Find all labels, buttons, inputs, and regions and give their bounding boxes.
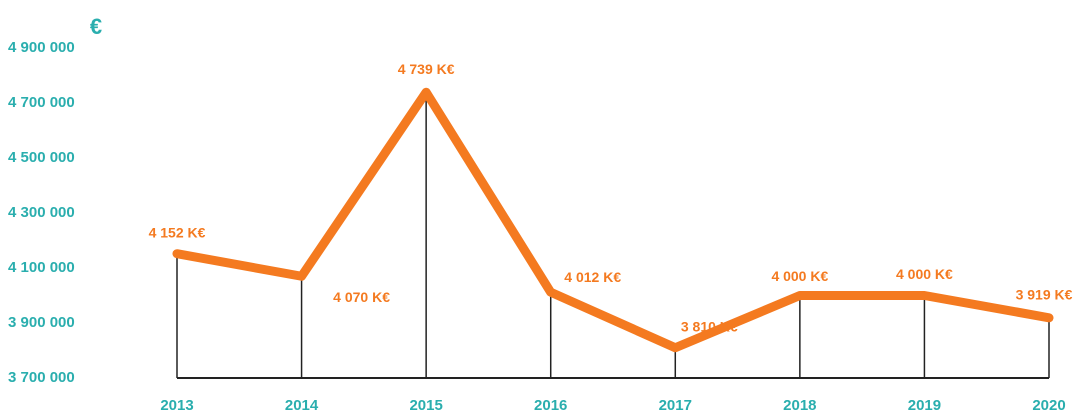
value-label: 3 810 K€ [681,318,738,334]
x-tick-label: 2013 [160,397,193,414]
y-tick-label: 4 900 000 [8,39,75,56]
value-label: 4 152 K€ [149,224,206,240]
y-axis-label: € [90,14,102,39]
x-tick-label: 2017 [659,397,692,414]
x-tick-label: 2016 [534,397,567,414]
y-tick-label: 3 700 000 [8,369,75,386]
value-label: 4 012 K€ [564,269,621,285]
value-label: 3 919 K€ [1016,286,1073,302]
y-tick-label: 4 500 000 [8,149,75,166]
x-tick-label: 2015 [409,397,442,414]
x-tick-label: 2019 [908,397,941,414]
x-tick-label: 2018 [783,397,816,414]
y-tick-label: 4 700 000 [8,94,75,111]
x-tick-label: 2014 [285,397,319,414]
value-label: 4 000 K€ [896,266,953,282]
value-label: 4 000 K€ [771,268,828,284]
y-tick-label: 4 300 000 [8,204,75,221]
line [172,87,1054,353]
y-tick-label: 3 900 000 [8,314,75,331]
x-tick-label: 2020 [1032,397,1065,414]
value-label: 4 739 K€ [398,61,455,77]
value-label: 4 070 K€ [333,289,390,305]
y-tick-label: 4 100 000 [8,259,75,276]
